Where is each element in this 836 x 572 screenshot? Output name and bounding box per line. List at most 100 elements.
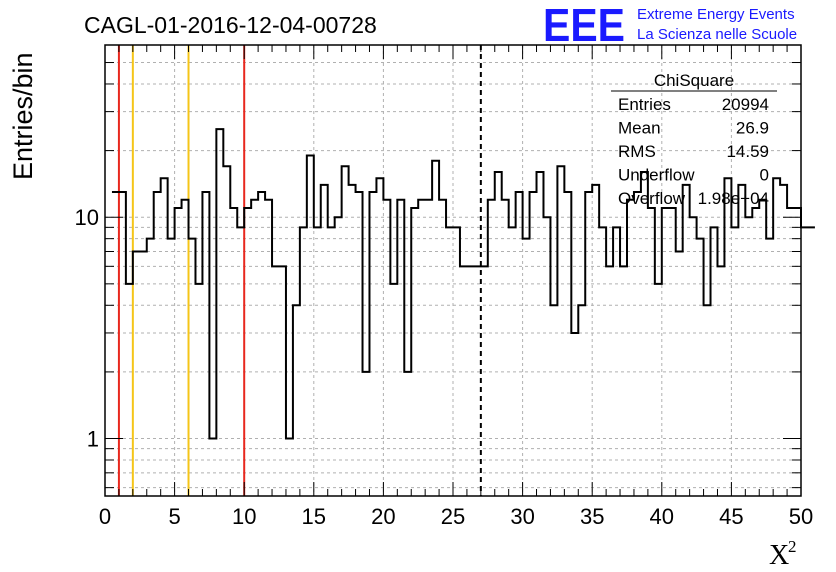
tick-labels: 0 5 10 15 20 25 30 35 40 45 50 1 10 xyxy=(75,205,814,529)
x-tick-label: 25 xyxy=(441,504,465,529)
histogram-bin xyxy=(655,284,662,496)
histogram-bin xyxy=(244,208,251,496)
x-tick-label: 40 xyxy=(650,504,674,529)
histogram-bin xyxy=(328,227,335,496)
histogram-bin xyxy=(272,266,279,496)
histogram-outline xyxy=(111,128,815,440)
histogram-bin xyxy=(293,305,300,496)
x-tick-label: 10 xyxy=(232,504,256,529)
eee-logo-line1: Extreme Energy Events xyxy=(637,6,795,23)
histogram-bin xyxy=(592,185,599,496)
histogram-bin xyxy=(307,156,314,496)
histogram-bin xyxy=(801,227,808,496)
histogram-bin xyxy=(564,192,571,496)
x-tick-label: 45 xyxy=(719,504,743,529)
histogram-bin xyxy=(439,200,446,496)
histogram-bin xyxy=(627,200,634,496)
histogram-bin xyxy=(704,305,711,496)
histogram-bin xyxy=(648,208,655,496)
histogram-bin xyxy=(620,266,627,496)
eee-logo: EEE Extreme Energy Events La Scienza nel… xyxy=(543,0,797,51)
histogram-bin xyxy=(195,284,202,496)
histogram-bin xyxy=(182,200,189,496)
y-tick-label: 10 xyxy=(75,205,99,230)
histogram-bin xyxy=(432,161,439,496)
histogram-bin xyxy=(335,217,342,496)
histogram-bin xyxy=(314,227,321,496)
histogram-bin xyxy=(265,200,272,496)
x-tick-label: 0 xyxy=(99,504,111,529)
histogram-bin xyxy=(216,129,223,496)
statistics-box: ChiSquare Entries 20994 Mean 26.9 RMS 14.59 Un… xyxy=(611,71,777,208)
histogram-bin xyxy=(606,266,613,496)
histogram-bin xyxy=(752,208,759,496)
x-tick-label: 5 xyxy=(168,504,180,529)
histogram-bin xyxy=(474,266,481,496)
histogram-bin xyxy=(168,239,175,496)
stats-row-label: RMS xyxy=(618,142,656,161)
histogram-bin xyxy=(189,239,196,496)
histogram-bin xyxy=(808,227,815,496)
histogram-bin xyxy=(676,252,683,496)
histogram-bin xyxy=(738,185,745,496)
histogram-bin xyxy=(481,266,488,496)
histogram-bin xyxy=(662,208,669,496)
chart-title: CAGL-01-2016-12-04-00728 xyxy=(84,12,377,38)
eee-logo-mark: EEE xyxy=(543,0,625,51)
histogram-bin xyxy=(279,266,286,496)
histogram-bin xyxy=(724,178,731,496)
x-axis-label-superscript: 2 xyxy=(788,537,797,556)
histogram-bin xyxy=(578,305,585,496)
histogram-bin xyxy=(161,178,168,496)
histogram-bin xyxy=(140,252,147,496)
histogram-bin xyxy=(321,185,328,496)
histogram-bin xyxy=(369,192,376,496)
histogram xyxy=(111,128,815,496)
histogram-bin xyxy=(585,192,592,496)
histogram-bin xyxy=(446,227,453,496)
eee-logo-line2: La Scienza nelle Scuole xyxy=(637,26,797,43)
histogram-bin xyxy=(495,172,502,496)
stats-row-value: 0 xyxy=(760,166,769,185)
histogram-bin xyxy=(112,192,119,496)
stats-row-label: Overflow xyxy=(618,189,686,208)
y-axis-label: Entries/bin xyxy=(8,52,38,180)
histogram-bin xyxy=(342,166,349,496)
y-tick-label: 1 xyxy=(87,427,99,452)
histogram-bin xyxy=(543,217,550,496)
histogram-bin xyxy=(425,200,432,496)
histogram-bin xyxy=(711,227,718,496)
histogram-bin xyxy=(731,227,738,496)
histogram-bin xyxy=(363,372,370,496)
stats-row-value: 1.98e+04 xyxy=(698,189,769,208)
histogram-bin xyxy=(690,217,697,496)
x-axis-label-text: X xyxy=(769,540,789,571)
histogram-bin xyxy=(516,192,523,496)
stats-row-value: 20994 xyxy=(722,95,769,114)
histogram-bin xyxy=(397,200,404,496)
histogram-bin xyxy=(634,192,641,496)
histogram-bin xyxy=(126,284,133,496)
histogram-bin xyxy=(404,372,411,496)
histogram-bin xyxy=(613,227,620,496)
stats-row-label: Underflow xyxy=(618,166,695,185)
histogram-bin xyxy=(780,185,787,496)
histogram-bin xyxy=(286,439,293,496)
histogram-bin xyxy=(557,166,564,496)
histogram-bin xyxy=(258,192,265,496)
histogram-bin xyxy=(460,266,467,496)
histogram-bin xyxy=(383,200,390,496)
histogram-bin xyxy=(697,239,704,496)
histogram-bin xyxy=(202,192,209,496)
histogram-bin xyxy=(571,333,578,496)
histogram-bin xyxy=(523,239,530,496)
histogram-bin xyxy=(550,305,557,496)
histogram-bin xyxy=(209,439,216,496)
histogram-bin xyxy=(502,200,509,496)
histogram-bin xyxy=(537,172,544,496)
histogram-bin xyxy=(237,227,244,496)
histogram-bin xyxy=(453,227,460,496)
stats-rows: Entries 20994 Mean 26.9 RMS 14.59 Underflow 0 Ov… xyxy=(618,95,769,208)
histogram-bin xyxy=(119,192,126,496)
stats-row-label: Mean xyxy=(618,119,661,138)
